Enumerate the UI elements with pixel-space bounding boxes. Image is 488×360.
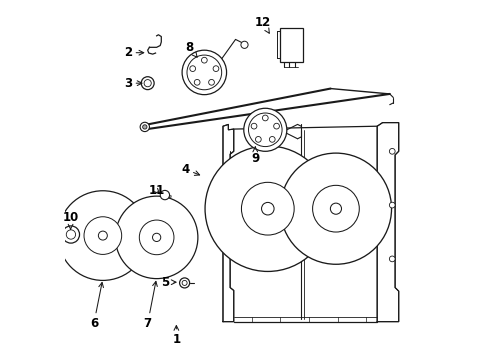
Circle shape xyxy=(62,226,80,243)
Circle shape xyxy=(261,202,274,215)
Circle shape xyxy=(160,190,169,200)
Text: 3: 3 xyxy=(123,77,142,90)
Circle shape xyxy=(201,57,207,63)
Circle shape xyxy=(142,125,147,129)
Circle shape xyxy=(241,182,294,235)
Circle shape xyxy=(388,256,394,262)
Circle shape xyxy=(241,41,247,48)
Circle shape xyxy=(179,278,189,288)
Text: 8: 8 xyxy=(184,41,197,57)
Circle shape xyxy=(269,136,275,142)
Text: 5: 5 xyxy=(161,276,176,289)
Circle shape xyxy=(255,136,261,142)
Text: 9: 9 xyxy=(251,147,259,165)
Circle shape xyxy=(204,146,330,271)
Circle shape xyxy=(244,108,286,151)
Circle shape xyxy=(194,80,200,85)
Circle shape xyxy=(139,220,174,255)
Bar xyxy=(280,28,302,62)
Polygon shape xyxy=(223,125,233,321)
Circle shape xyxy=(388,202,394,208)
Circle shape xyxy=(312,185,359,232)
Text: 1: 1 xyxy=(172,325,180,346)
Text: 2: 2 xyxy=(123,46,143,59)
Circle shape xyxy=(140,122,149,132)
Circle shape xyxy=(58,191,147,280)
Text: 6: 6 xyxy=(90,283,103,330)
Polygon shape xyxy=(376,123,398,321)
Circle shape xyxy=(115,196,198,279)
Circle shape xyxy=(186,55,221,90)
Circle shape xyxy=(66,230,76,239)
Circle shape xyxy=(208,80,214,85)
Circle shape xyxy=(251,123,256,129)
Text: 12: 12 xyxy=(254,16,270,33)
Circle shape xyxy=(330,203,341,214)
Circle shape xyxy=(182,280,187,285)
Circle shape xyxy=(280,153,391,264)
Circle shape xyxy=(144,80,151,87)
Circle shape xyxy=(262,115,267,121)
Text: 4: 4 xyxy=(181,163,199,176)
Circle shape xyxy=(152,233,161,242)
Circle shape xyxy=(213,66,219,72)
Circle shape xyxy=(248,113,282,147)
Text: 11: 11 xyxy=(148,184,164,197)
Circle shape xyxy=(98,231,107,240)
Circle shape xyxy=(141,77,154,90)
Circle shape xyxy=(189,66,195,72)
Text: 7: 7 xyxy=(143,282,157,330)
Text: 10: 10 xyxy=(62,211,79,229)
Circle shape xyxy=(388,148,394,154)
Circle shape xyxy=(182,50,226,95)
Circle shape xyxy=(84,217,122,255)
Circle shape xyxy=(273,123,279,129)
